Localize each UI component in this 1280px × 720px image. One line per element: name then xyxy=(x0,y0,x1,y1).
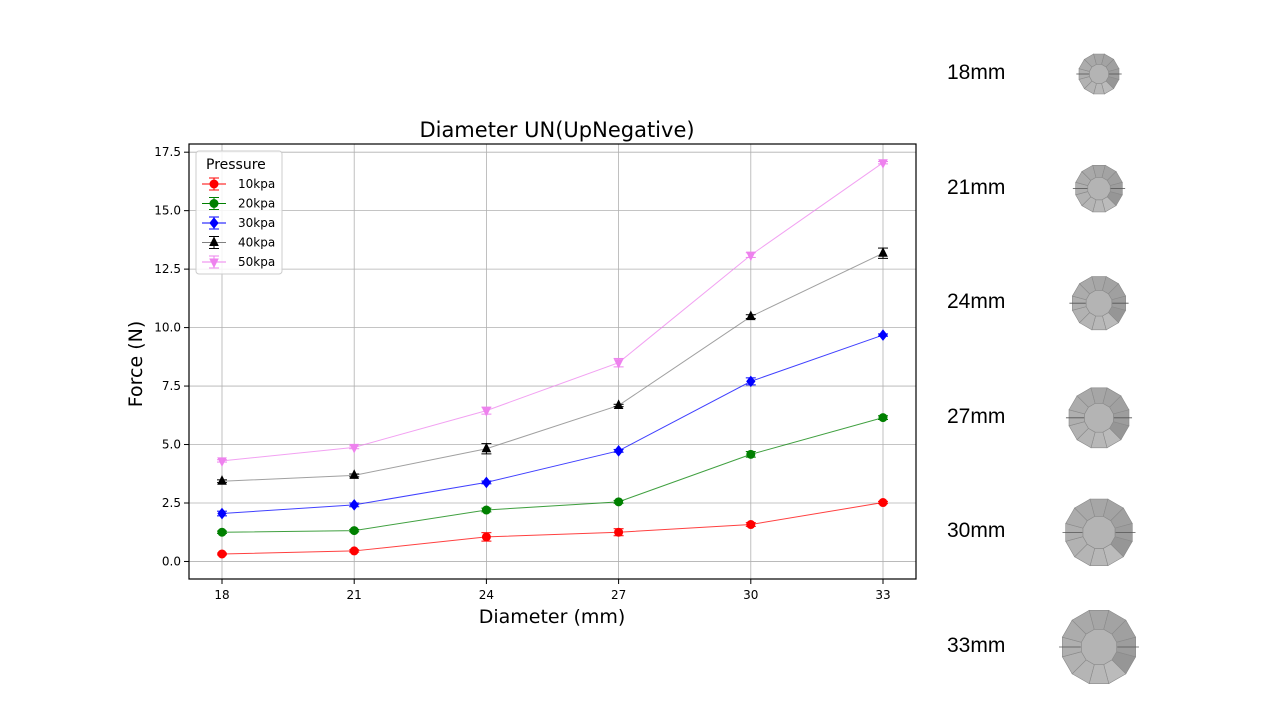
y-tick-label: 7.5 xyxy=(162,379,181,393)
data-point xyxy=(746,375,756,388)
series-40kpa xyxy=(217,247,888,485)
series-line-20kpa xyxy=(221,417,884,533)
x-tick-label: 21 xyxy=(347,588,362,602)
data-point xyxy=(349,499,359,511)
legend-marker xyxy=(209,236,219,246)
y-tick-label: 2.5 xyxy=(162,496,181,510)
y-tick-label: 15.0 xyxy=(154,204,181,218)
y-tick-label: 17.5 xyxy=(154,145,181,159)
legend-marker xyxy=(209,258,219,269)
series-plot-area xyxy=(217,159,888,559)
data-point xyxy=(878,159,888,169)
y-axis-label: Force (N) xyxy=(125,321,147,407)
chart-title: Diameter UN(UpNegative) xyxy=(419,118,694,142)
series-50kpa xyxy=(217,159,888,468)
data-point xyxy=(613,359,624,369)
diameter-shape-33 xyxy=(1059,609,1139,685)
diameter-shape-18 xyxy=(1076,53,1122,95)
data-point xyxy=(614,497,624,507)
data-point xyxy=(613,399,624,409)
data-point xyxy=(745,310,756,321)
y-tick-label: 0.0 xyxy=(162,554,181,568)
data-point xyxy=(349,443,360,454)
data-point xyxy=(746,520,756,530)
x-tick-label: 30 xyxy=(743,588,758,602)
x-tick-label: 18 xyxy=(214,588,229,602)
diameter-shape-column xyxy=(1059,53,1139,685)
y-tick-label: 5.0 xyxy=(162,438,181,452)
data-point xyxy=(217,475,227,485)
legend-title: Pressure xyxy=(206,157,266,173)
grid-lines xyxy=(189,144,916,579)
data-point xyxy=(349,546,359,556)
data-point xyxy=(217,507,227,520)
series-10kpa xyxy=(217,498,888,559)
y-tick-label: 10.0 xyxy=(154,321,181,335)
data-point xyxy=(746,449,756,459)
x-tick-label: 33 xyxy=(875,588,890,602)
series-line-40kpa xyxy=(221,252,884,482)
data-point xyxy=(878,247,888,257)
legend-item-20kpa: 20kpa xyxy=(202,197,275,211)
x-axis-label: Diameter (mm) xyxy=(479,606,626,628)
series-20kpa xyxy=(217,413,888,537)
legend-label: 50kpa xyxy=(238,255,275,269)
data-point xyxy=(481,476,492,489)
diameter-shape-24 xyxy=(1069,276,1129,331)
legend-item-30kpa: 30kpa xyxy=(202,216,275,230)
data-point xyxy=(481,442,492,453)
legend: Pressure 10kpa 20kpa 30kpa 40kpa 50kpa xyxy=(195,150,283,275)
data-point xyxy=(745,251,756,262)
data-point xyxy=(613,445,624,457)
data-point xyxy=(481,407,492,417)
diameter-label-21: 21mm xyxy=(947,175,1006,199)
legend-marker xyxy=(209,199,219,208)
data-point xyxy=(217,549,227,559)
data-point xyxy=(614,527,624,537)
data-point xyxy=(349,469,360,479)
series-line-50kpa xyxy=(221,162,884,462)
diameter-shape-27 xyxy=(1065,387,1133,449)
diameter-label-30: 30mm xyxy=(947,519,1006,543)
legend-label: 40kpa xyxy=(238,236,275,250)
plot-frame xyxy=(188,143,917,580)
data-point xyxy=(217,527,227,537)
legend-label: 20kpa xyxy=(238,197,275,211)
diameter-label-27: 27mm xyxy=(947,404,1006,428)
x-tick-label: 27 xyxy=(611,588,626,602)
data-point xyxy=(217,457,227,468)
data-point xyxy=(878,498,888,508)
diameter-label-18: 18mm xyxy=(947,61,1006,84)
legend-marker xyxy=(209,179,219,189)
diameter-shape-30 xyxy=(1062,498,1136,567)
legend-item-10kpa: 10kpa xyxy=(202,177,275,191)
y-tick-label: 12.5 xyxy=(154,262,181,276)
x-tick-label: 24 xyxy=(479,588,494,602)
data-point xyxy=(878,329,888,341)
data-point xyxy=(349,526,359,536)
series-30kpa xyxy=(217,329,888,520)
data-point xyxy=(878,413,888,423)
diameter-label-24: 24mm xyxy=(947,290,1006,314)
series-line-30kpa xyxy=(221,334,884,515)
legend-label: 30kpa xyxy=(238,216,275,230)
legend-marker xyxy=(209,217,219,229)
series-line-10kpa xyxy=(221,502,884,555)
legend-item-50kpa: 50kpa xyxy=(202,255,275,269)
diameter-shape-21 xyxy=(1072,164,1126,213)
data-point xyxy=(481,532,491,542)
axis-ticks: 18 21 24 27 30 33 0.0 2.5 5.0 7.5 10.0 12.5 15.0 17.5 xyxy=(154,145,890,602)
diameter-label-33: 33mm xyxy=(947,634,1006,657)
legend-label: 10kpa xyxy=(238,177,275,191)
legend-item-40kpa: 40kpa xyxy=(202,236,275,250)
data-point xyxy=(481,505,491,515)
